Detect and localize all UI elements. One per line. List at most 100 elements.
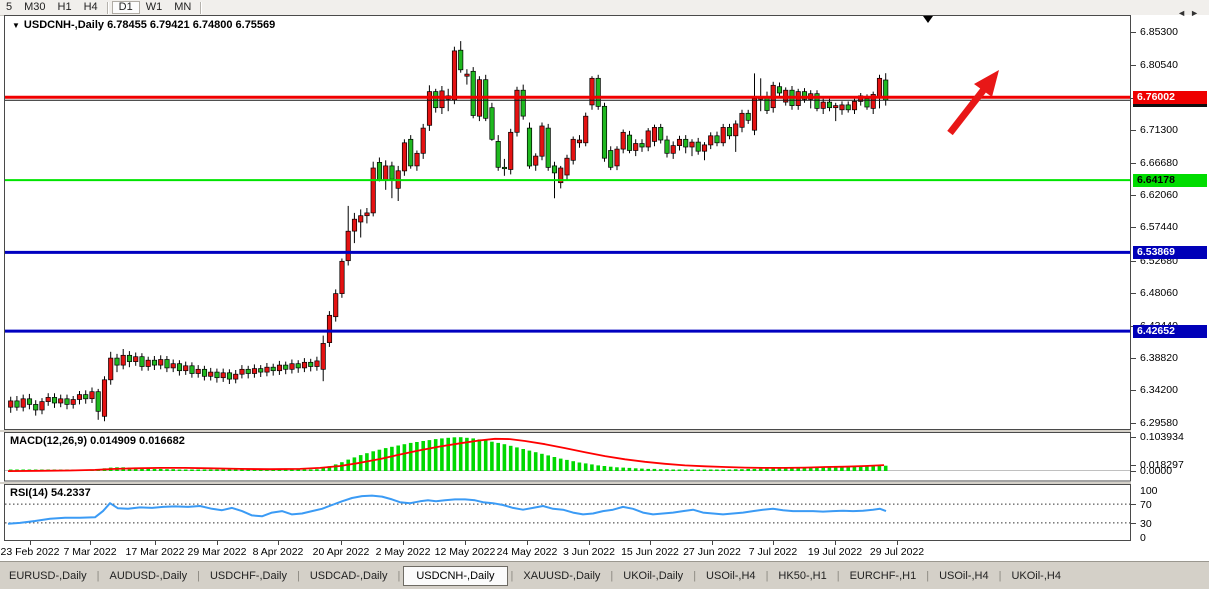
chart-title-symbol: USDCNH-,Daily — [23, 19, 104, 31]
toolbar-separator — [200, 1, 203, 14]
timeframe-button-d1[interactable]: D1 — [111, 1, 140, 14]
rsi-indicator-label: RSI(14) 54.2337 — [10, 487, 91, 499]
chart-tab-usdchf-daily[interactable]: USDCHF-,Daily — [209, 569, 287, 582]
rsi-scale-tick — [1131, 504, 1136, 506]
date-tick-mark — [527, 541, 528, 545]
date-tick-label: 17 Mar 2022 — [125, 546, 185, 558]
rsi-line — [7, 494, 887, 525]
price-tick-mark — [1131, 194, 1136, 196]
date-tick-mark — [278, 541, 279, 545]
date-tick-mark — [155, 541, 156, 545]
macd-signal-line — [7, 437, 885, 472]
date-tick-label: 2 May 2022 — [375, 546, 431, 558]
price-tick-mark — [1131, 293, 1136, 295]
tab-separator: | — [397, 569, 401, 582]
macd-indicator-label: MACD(12,26,9) 0.014909 0.016682 — [10, 435, 185, 447]
tab-scroll-arrows[interactable]: ◄► — [1177, 8, 1203, 18]
macd-scale-tick — [1131, 437, 1136, 439]
rsi-panel[interactable] — [0, 484, 1131, 541]
date-tick-label: 7 Mar 2022 — [63, 546, 117, 558]
tab-separator: | — [693, 569, 697, 582]
tab-separator: | — [836, 569, 840, 582]
date-tick-label: 20 Apr 2022 — [312, 546, 370, 558]
macd-scale-tick — [1131, 470, 1136, 472]
down-triangle-marker — [923, 16, 933, 23]
date-tick-mark — [897, 541, 898, 545]
chart-tab-eurusd-daily[interactable]: EURUSD-,Daily — [9, 569, 87, 582]
price-line-badge: 6.53869 — [1133, 245, 1207, 259]
timeframe-button-h1[interactable]: H1 — [57, 1, 72, 13]
price-tick-label: 6.85300 — [1140, 26, 1178, 38]
chart-tab-xauusd-daily[interactable]: XAUUSD-,Daily — [523, 569, 601, 582]
timeframe-button-h4[interactable]: H4 — [83, 1, 98, 13]
chart-title: ▼ USDCNH-,Daily 6.78455 6.79421 6.74800 6… — [12, 19, 275, 31]
price-tick-mark — [1131, 65, 1136, 67]
price-tick-mark — [1131, 422, 1136, 424]
chart-tab-usdcnh-daily[interactable]: USDCNH-,Daily — [403, 565, 508, 586]
timeframe-button-mn[interactable]: MN — [174, 1, 192, 13]
chart-tab-ukoil-daily[interactable]: UKOil-,Daily — [623, 569, 684, 582]
price-tick-label: 6.48060 — [1140, 287, 1178, 300]
date-tick-mark — [90, 541, 91, 545]
chart-tab-eurchf-h1[interactable]: EURCHF-,H1 — [849, 569, 917, 582]
price-tick-mark — [1131, 32, 1136, 33]
price-tick-label: 6.29580 — [1140, 416, 1178, 429]
chart-tab-usoil-h4[interactable]: USOil-,H4 — [939, 569, 989, 582]
rsi-scale-label: 70 — [1140, 499, 1152, 512]
date-tick-label: 29 Jul 2022 — [869, 546, 925, 558]
rsi-scale-label: 30 — [1140, 517, 1152, 530]
date-tick-label: 23 Feb 2022 — [0, 546, 60, 558]
panel-splitter[interactable] — [0, 482, 1209, 484]
chart-title-ohlc: 6.78455 6.79421 6.74800 6.75569 — [107, 19, 276, 31]
date-tick-label: 27 Jun 2022 — [683, 546, 741, 558]
price-tick-label: 6.38820 — [1140, 351, 1178, 364]
date-tick-label: 29 Mar 2022 — [187, 546, 247, 558]
date-tick-mark — [773, 541, 774, 545]
price-line-badge: 6.64178 — [1133, 173, 1207, 187]
chart-tab-usdcad-daily[interactable]: USDCAD-,Daily — [309, 569, 388, 582]
price-tick-label: 6.80540 — [1140, 59, 1178, 72]
price-tick-mark — [1131, 130, 1136, 132]
date-tick-mark — [465, 541, 466, 545]
date-tick-mark — [589, 541, 590, 545]
chart-tab-hk50-h1[interactable]: HK50-,H1 — [778, 569, 827, 582]
date-tick-mark — [650, 541, 651, 545]
date-axis[interactable]: 23 Feb 2022 7 Mar 2022 17 Mar 2022 29 Mar 2… — [0, 541, 1209, 561]
date-tick-label: 7 Jul 2022 — [748, 546, 798, 558]
date-tick-label: 15 Jun 2022 — [621, 546, 679, 558]
rsi-scale-tick — [1131, 522, 1136, 524]
price-axis[interactable]: 6.853006.805406.759206.713006.666806.620… — [1131, 15, 1209, 544]
main-chart[interactable] — [0, 15, 1131, 430]
date-tick-label: 12 May 2022 — [434, 546, 496, 558]
price-tick-mark — [1131, 162, 1136, 164]
price-line-badge: 6.42652 — [1133, 324, 1207, 338]
macd-panel[interactable] — [0, 432, 1131, 482]
tab-separator: | — [998, 569, 1002, 582]
price-tick-mark — [1131, 357, 1136, 359]
tab-separator: | — [96, 569, 100, 582]
price-tick-mark — [1131, 227, 1136, 229]
date-tick-label: 24 May 2022 — [496, 546, 558, 558]
tab-separator: | — [610, 569, 614, 582]
symbol-dropdown-icon[interactable]: ▼ — [12, 21, 20, 30]
price-tick-label: 6.71300 — [1140, 124, 1178, 137]
timeframe-toolbar: 5 M30 H1 H4 D1 W1 MN — [0, 0, 1209, 16]
toolbar-separator — [106, 1, 109, 14]
timeframe-button-5[interactable]: 5 — [6, 1, 13, 13]
chart-tab-audusd-daily[interactable]: AUDUSD-,Daily — [109, 569, 188, 582]
chart-tab-ukoil-h4[interactable]: UKOil-,H4 — [1011, 569, 1061, 582]
timeframe-button-w1[interactable]: W1 — [145, 1, 163, 13]
date-tick-label: 3 Jun 2022 — [563, 546, 615, 558]
up-arrow-shaft — [947, 85, 988, 136]
date-tick-mark — [217, 541, 218, 545]
timeframe-button-m30[interactable]: M30 — [24, 1, 46, 13]
date-tick-label: 19 Jul 2022 — [807, 546, 863, 558]
chart-tab-bar: EURUSD-,Daily | AUDUSD-,Daily | USDCHF-,Dail… — [0, 561, 1209, 589]
tab-separator: | — [765, 569, 769, 582]
panel-splitter[interactable] — [0, 430, 1209, 432]
macd-scale-label: 0.0000 — [1140, 464, 1173, 477]
up-arrow-head — [974, 70, 999, 97]
chart-tab-usoil-h4[interactable]: USOil-,H4 — [706, 569, 756, 582]
macd-scale-label: 0.018297 — [1140, 458, 1184, 471]
price-tick-label: 6.62060 — [1140, 188, 1178, 201]
